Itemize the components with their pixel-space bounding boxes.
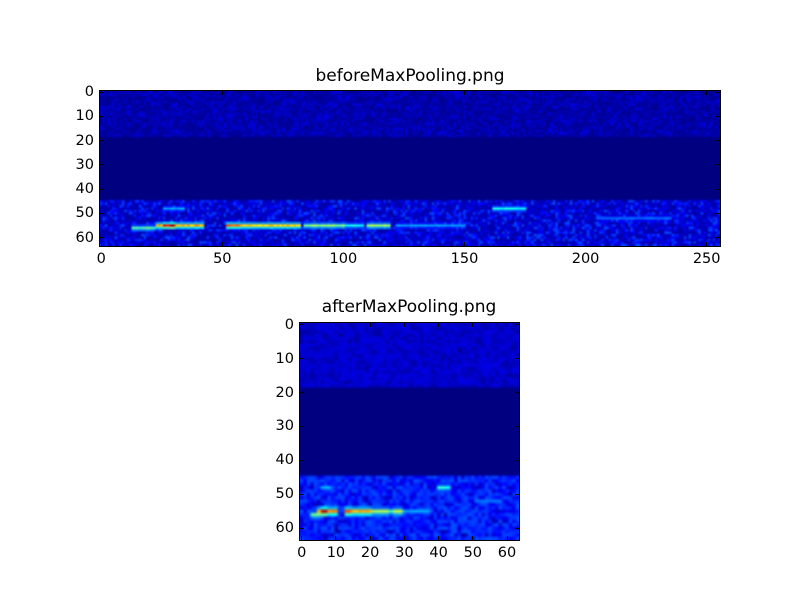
- x-tick-mark: [585, 91, 587, 95]
- x-tick-label: 30: [395, 545, 414, 561]
- y-tick-label: 40: [75, 181, 94, 198]
- x-tick-mark: [221, 242, 223, 246]
- y-tick-mark: [100, 115, 104, 117]
- x-tick-label: 150: [450, 251, 479, 267]
- before-max-pooling-axes: [99, 90, 721, 247]
- x-tick-mark: [403, 536, 405, 540]
- y-tick-mark: [716, 188, 720, 190]
- bottom-chart-title: afterMaxPooling.png: [321, 297, 497, 317]
- x-tick-mark: [221, 91, 223, 95]
- y-tick-label: 30: [275, 418, 294, 435]
- y-tick-label: 0: [284, 316, 294, 333]
- y-tick-mark: [515, 358, 519, 360]
- y-tick-label: 60: [75, 229, 94, 246]
- y-tick-label: 50: [75, 205, 94, 222]
- x-tick-label: 0: [297, 545, 307, 561]
- after-max-pooling-axes: [299, 322, 520, 541]
- y-tick-mark: [716, 212, 720, 214]
- x-tick-label: 0: [96, 251, 106, 267]
- y-tick-mark: [300, 324, 304, 326]
- x-tick-mark: [472, 536, 474, 540]
- y-tick-mark: [515, 493, 519, 495]
- x-tick-mark: [506, 323, 508, 327]
- y-tick-mark: [100, 164, 104, 166]
- y-tick-mark: [515, 459, 519, 461]
- y-tick-mark: [100, 212, 104, 214]
- y-tick-label: 30: [75, 156, 94, 173]
- x-tick-label: 50: [463, 545, 483, 561]
- x-tick-mark: [463, 91, 465, 95]
- x-tick-mark: [335, 323, 337, 327]
- y-tick-mark: [515, 324, 519, 326]
- y-tick-mark: [515, 425, 519, 427]
- x-tick-mark: [438, 536, 440, 540]
- y-tick-label: 20: [275, 384, 294, 401]
- x-tick-label: 10: [326, 545, 346, 561]
- y-tick-mark: [100, 188, 104, 190]
- x-tick-mark: [100, 91, 102, 95]
- x-tick-mark: [706, 91, 708, 95]
- y-tick-mark: [515, 527, 519, 529]
- top-chart-title: beforeMaxPooling.png: [315, 66, 505, 86]
- y-tick-mark: [300, 459, 304, 461]
- x-tick-mark: [100, 242, 102, 246]
- y-tick-label: 0: [84, 84, 94, 101]
- y-tick-mark: [716, 140, 720, 142]
- y-tick-mark: [300, 493, 304, 495]
- x-tick-label: 20: [360, 545, 380, 561]
- x-tick-mark: [301, 536, 303, 540]
- x-tick-mark: [369, 536, 371, 540]
- x-tick-mark: [706, 242, 708, 246]
- x-tick-label: 200: [571, 251, 600, 267]
- x-tick-mark: [463, 242, 465, 246]
- y-tick-label: 10: [75, 108, 94, 125]
- x-tick-label: 250: [692, 251, 721, 267]
- x-tick-label: 40: [429, 545, 448, 561]
- x-tick-mark: [369, 323, 371, 327]
- y-tick-mark: [100, 91, 104, 93]
- x-tick-mark: [403, 323, 405, 327]
- heatmap-image: [100, 91, 720, 246]
- y-tick-label: 40: [275, 452, 294, 469]
- y-tick-mark: [300, 527, 304, 529]
- y-tick-mark: [100, 237, 104, 239]
- y-tick-label: 50: [275, 486, 294, 503]
- y-tick-mark: [300, 358, 304, 360]
- y-tick-mark: [716, 115, 720, 117]
- x-tick-mark: [472, 323, 474, 327]
- y-tick-label: 60: [275, 520, 294, 537]
- y-tick-mark: [716, 91, 720, 93]
- y-tick-mark: [300, 425, 304, 427]
- y-tick-mark: [716, 164, 720, 166]
- y-tick-mark: [100, 140, 104, 142]
- x-tick-label: 50: [213, 251, 232, 267]
- y-tick-label: 10: [275, 350, 294, 367]
- x-tick-label: 60: [497, 545, 517, 561]
- x-tick-mark: [342, 242, 344, 246]
- y-tick-mark: [515, 392, 519, 393]
- x-tick-mark: [335, 536, 337, 540]
- y-tick-label: 20: [75, 132, 94, 149]
- x-tick-mark: [342, 91, 344, 95]
- y-tick-mark: [300, 392, 304, 393]
- heatmap-image: [300, 323, 519, 540]
- x-tick-mark: [438, 323, 440, 327]
- x-tick-mark: [506, 536, 508, 540]
- y-tick-mark: [716, 237, 720, 239]
- x-tick-label: 100: [329, 251, 358, 267]
- x-tick-mark: [585, 242, 587, 246]
